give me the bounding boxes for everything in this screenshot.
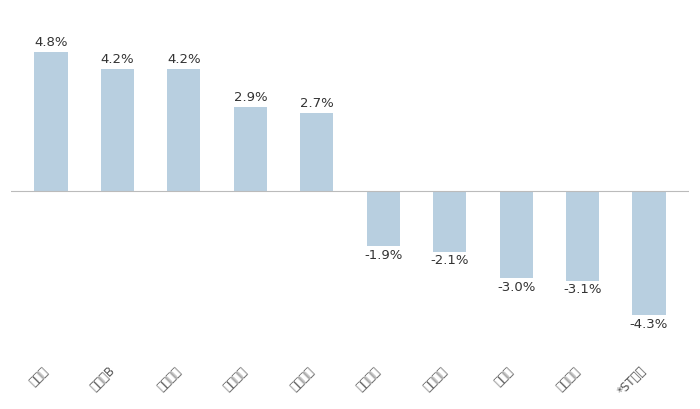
Text: 4.8%: 4.8%: [34, 36, 68, 49]
Bar: [34, 52, 68, 191]
Text: 4.2%: 4.2%: [101, 53, 134, 66]
Bar: [632, 191, 666, 315]
Text: -4.3%: -4.3%: [630, 318, 668, 331]
Bar: [566, 191, 599, 281]
Bar: [367, 191, 400, 246]
Text: 2.7%: 2.7%: [300, 97, 334, 110]
Text: -3.1%: -3.1%: [564, 283, 602, 297]
Text: -3.0%: -3.0%: [497, 281, 536, 294]
Bar: [500, 191, 533, 278]
Bar: [167, 69, 200, 191]
Bar: [101, 69, 134, 191]
Bar: [234, 107, 267, 191]
Text: -1.9%: -1.9%: [364, 249, 402, 262]
Bar: [300, 112, 333, 191]
Text: 2.9%: 2.9%: [234, 91, 267, 104]
Bar: [433, 191, 466, 252]
Text: -2.1%: -2.1%: [430, 254, 469, 267]
Text: 4.2%: 4.2%: [167, 53, 201, 66]
